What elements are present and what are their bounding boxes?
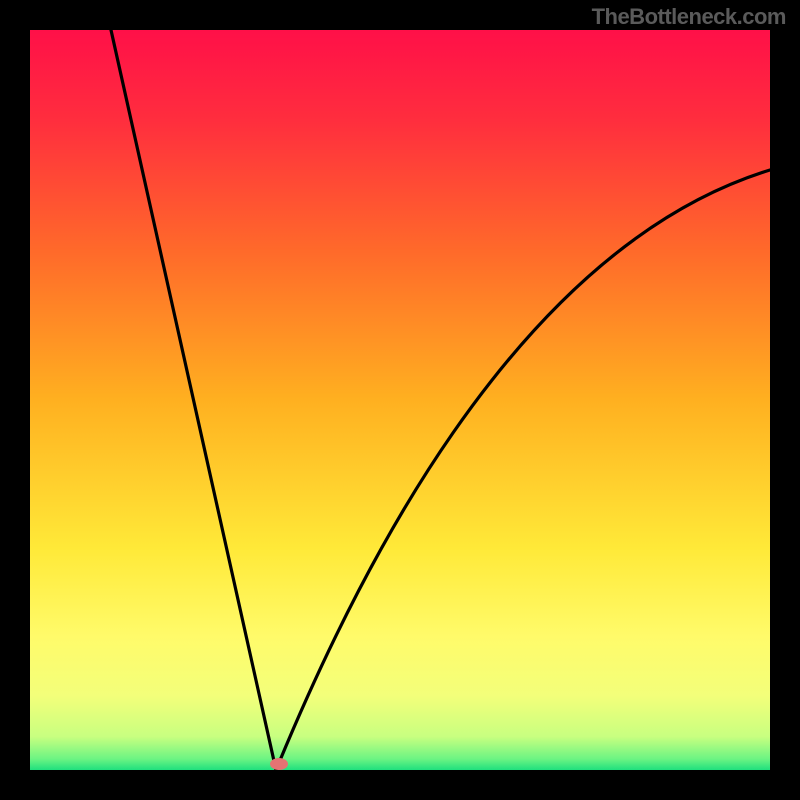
optimal-point-marker xyxy=(270,758,288,770)
plot-area xyxy=(30,30,770,770)
watermark-text: TheBottleneck.com xyxy=(592,4,786,30)
bottleneck-curve xyxy=(111,30,770,770)
curve-svg xyxy=(30,30,770,770)
